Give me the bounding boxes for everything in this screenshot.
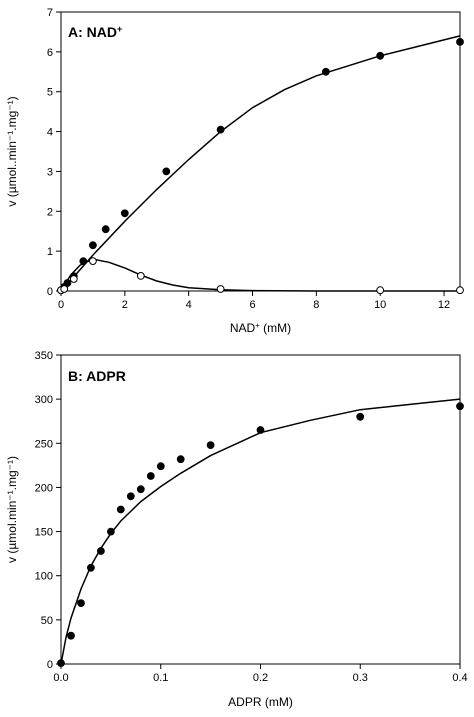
x-tick-label: 0.4 [452, 672, 467, 684]
x-tick-label: 2 [122, 299, 128, 311]
plot-frame [60, 11, 461, 292]
fit-line [60, 35, 461, 292]
data-point-filled [120, 209, 129, 218]
y-tick-label: 0 [47, 286, 53, 298]
data-point-filled [206, 441, 215, 450]
y-tick-label: 2 [47, 206, 53, 218]
panel-label: A: NAD+ [68, 24, 122, 40]
data-point-open [60, 285, 69, 293]
data-point-filled [116, 505, 125, 514]
y-tick-label: 6 [47, 47, 53, 59]
data-point-filled [356, 412, 365, 421]
y-axis-label: v (µmol..min⁻¹.mg⁻¹) [5, 96, 19, 206]
data-point-filled [97, 547, 105, 555]
data-point-filled [63, 279, 72, 287]
data-point-filled [456, 38, 464, 46]
y-tick-label: 250 [35, 438, 53, 450]
y-tick-label: 0 [47, 659, 53, 671]
chart-panel-b: 0.0 0.1 0.2 0.3 0.4 0 50 100 150 200 250 300 350 B: A… [5, 350, 468, 709]
x-tick-label: 4 [186, 299, 192, 311]
y-axis-label: v (µmol.min⁻¹.mg⁻¹) [5, 456, 19, 563]
data-point-filled [57, 659, 65, 667]
data-point-open [216, 285, 225, 293]
y-tick-label: 3 [47, 166, 53, 178]
data-point-filled [79, 257, 88, 266]
x-axis-label-superscript: + [255, 321, 260, 330]
panel-label-superscript: + [117, 24, 122, 34]
y-tick-label: 200 [35, 482, 53, 494]
y-tick-label: 4 [47, 127, 53, 139]
data-point-open [376, 286, 385, 295]
fit-line [60, 398, 461, 665]
data-point-filled [162, 167, 171, 176]
x-tick-label: 0.0 [53, 672, 68, 684]
data-point-open [69, 275, 78, 283]
x-tick-label: 0 [58, 299, 64, 311]
x-tick-label: 10 [374, 299, 386, 311]
x-tick-label: 8 [313, 299, 319, 311]
data-point-filled [136, 485, 145, 494]
data-point-filled [176, 455, 185, 464]
data-point-filled [456, 402, 464, 411]
data-point-open [136, 272, 145, 280]
y-tick-label: 1 [47, 246, 53, 258]
y-tick-label: 5 [47, 87, 53, 99]
fit-line [60, 258, 460, 292]
x-tick-label: 0.2 [253, 672, 268, 684]
data-point-filled [101, 225, 110, 234]
x-tick-label: 0.1 [153, 672, 168, 684]
x-tick-label: 12 [438, 299, 450, 311]
data-point-filled [322, 67, 330, 76]
data-point-filled [216, 125, 225, 134]
y-tick-label: 150 [35, 527, 53, 539]
data-point-open [89, 257, 97, 266]
x-tick-label: 6 [249, 299, 255, 311]
y-tick-label: 350 [35, 350, 53, 362]
data-point-filled [77, 599, 85, 607]
data-point-filled [146, 472, 155, 480]
x-axis-label-text: NAD [230, 321, 256, 335]
panel-label: B: ADPR [68, 368, 126, 384]
x-tick-label: 0.3 [353, 672, 368, 684]
y-tick-label: 7 [47, 7, 53, 19]
x-axis-label-unit: (mM) [260, 321, 291, 335]
data-point-filled [89, 241, 97, 250]
panel-label-text: A: NAD [68, 24, 117, 40]
data-point-filled [156, 462, 165, 471]
data-point-open [456, 286, 464, 295]
x-axis-label-text: ADPR (mM) [228, 695, 293, 709]
y-tick-label: 100 [35, 571, 53, 583]
y-tick-label: 300 [35, 394, 53, 406]
data-point-filled [107, 527, 115, 536]
data-point-filled [87, 563, 95, 572]
data-point-filled [67, 631, 75, 640]
panel-label-text: B: ADPR [68, 368, 126, 384]
data-point-filled [376, 51, 385, 60]
x-axis-label: ADPR (mM) [228, 695, 293, 709]
y-tick-label: 50 [41, 615, 53, 627]
x-axis-label: NAD+ (mM) [230, 321, 291, 336]
data-point-filled [126, 492, 135, 501]
data-point-filled [256, 426, 265, 434]
